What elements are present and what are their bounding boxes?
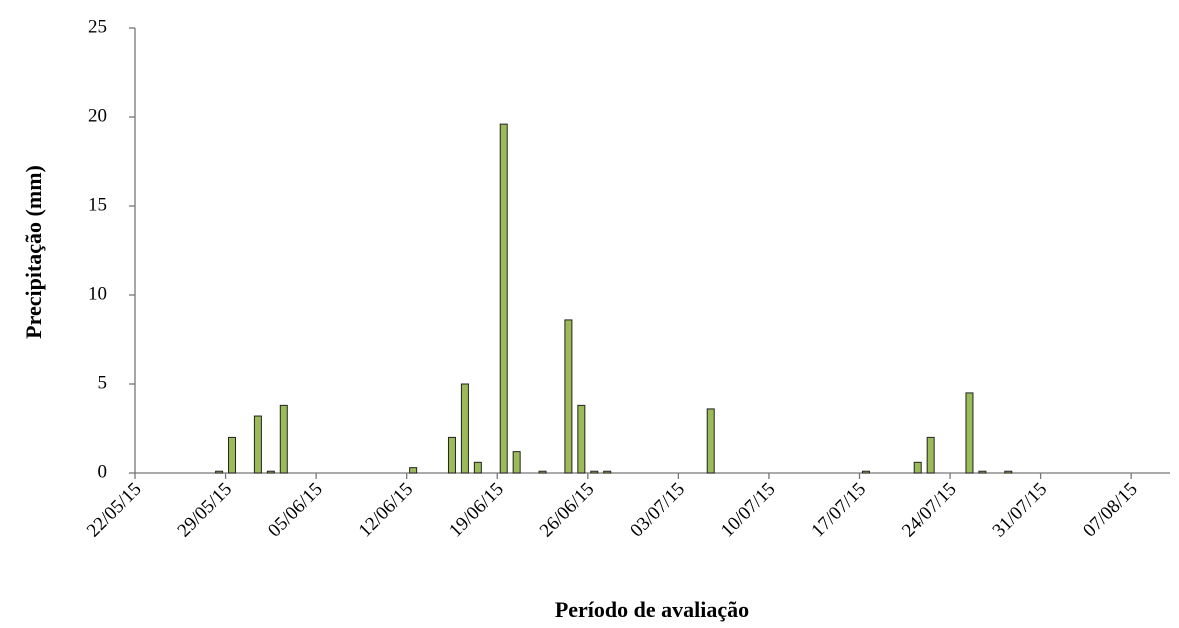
x-tick-label: 24/07/15 <box>898 479 961 542</box>
bar <box>603 470 612 474</box>
x-tick-label: 17/07/15 <box>807 479 870 542</box>
y-tick-label: 0 <box>98 461 108 482</box>
x-tick-label: 10/07/15 <box>717 479 780 542</box>
bar <box>564 319 573 474</box>
bar <box>460 383 469 474</box>
x-tick-label: 12/06/15 <box>355 479 418 542</box>
x-tick-label: 26/06/15 <box>536 479 599 542</box>
x-tick-label: 03/07/15 <box>626 479 689 542</box>
bar <box>447 436 456 474</box>
bar <box>266 470 275 474</box>
y-tick-label: 15 <box>88 194 107 215</box>
bar <box>253 415 262 474</box>
bar <box>978 470 987 474</box>
bar <box>538 470 547 474</box>
x-tick-label: 19/06/15 <box>445 479 508 542</box>
bar <box>590 470 599 474</box>
x-tick-label: 07/08/15 <box>1079 479 1142 542</box>
x-tick-label: 29/05/15 <box>174 479 237 542</box>
bar <box>706 408 715 474</box>
bar <box>577 404 586 474</box>
bar <box>965 392 974 474</box>
bar <box>1004 470 1013 474</box>
bar <box>861 470 870 474</box>
x-tick-label: 05/06/15 <box>264 479 327 542</box>
y-tick-label: 20 <box>88 105 107 126</box>
bar <box>926 436 935 474</box>
bar <box>512 451 521 474</box>
bar <box>913 461 922 474</box>
bar <box>279 404 288 474</box>
x-tick-label: 31/07/15 <box>989 479 1052 542</box>
x-axis-title: Período de avaliação <box>555 597 749 622</box>
y-axis-title: Precipitação (mm) <box>21 165 46 339</box>
bar <box>215 470 224 474</box>
bar <box>473 461 482 474</box>
bar <box>499 123 508 474</box>
y-tick-label: 10 <box>88 283 107 304</box>
bar <box>409 467 418 474</box>
y-tick-label: 25 <box>88 16 107 37</box>
y-tick-label: 5 <box>98 372 108 393</box>
bar <box>228 436 237 474</box>
x-tick-label: 22/05/15 <box>83 479 146 542</box>
